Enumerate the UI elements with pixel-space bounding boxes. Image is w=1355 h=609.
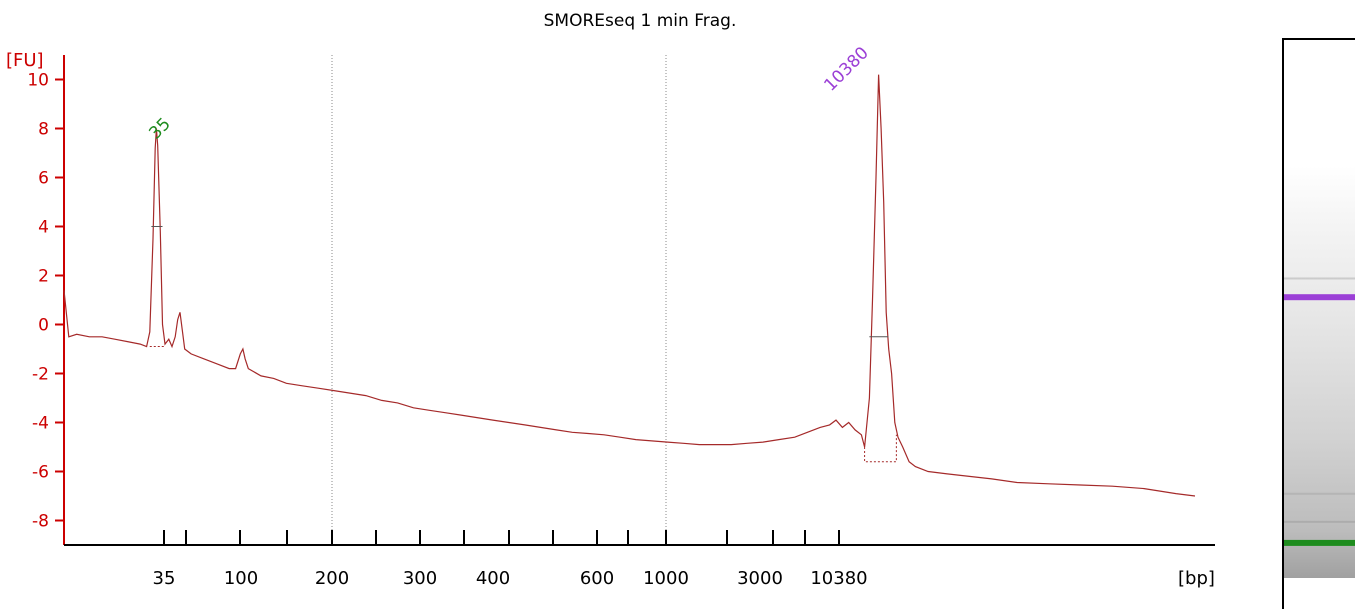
x-tick-label: 3000 bbox=[737, 568, 783, 589]
series-layer bbox=[63, 74, 1196, 497]
x-tick-label: 10380 bbox=[810, 568, 867, 589]
y-tick-label: 2 bbox=[38, 267, 49, 287]
y-tick-label: -4 bbox=[32, 414, 49, 434]
x-tick-label: 600 bbox=[580, 568, 614, 589]
y-tick-label: -2 bbox=[32, 365, 49, 385]
chart-title: SMOREseq 1 min Frag. bbox=[544, 11, 737, 31]
gel-band bbox=[1284, 539, 1355, 546]
gel-lane-frame bbox=[1282, 38, 1355, 609]
gel-lane-background bbox=[1284, 110, 1355, 578]
peak-label: 35 bbox=[145, 114, 174, 143]
grid-lines bbox=[331, 55, 667, 545]
y-tick-label: 10 bbox=[27, 71, 49, 91]
peak-label: 10380 bbox=[820, 43, 872, 95]
y-tick-label: -8 bbox=[32, 512, 49, 532]
y-tick-label: -6 bbox=[32, 463, 49, 483]
peak-markers: 35 10380 bbox=[145, 43, 897, 463]
x-ticks: 35 100 200 300 400 600 1000 3000 10380 bbox=[153, 530, 868, 589]
gel-faint-band bbox=[1284, 492, 1355, 495]
y-tick-label: 8 bbox=[38, 120, 49, 140]
gel-faint-band bbox=[1284, 277, 1355, 280]
x-tick-label: 100 bbox=[224, 568, 258, 589]
x-tick-label: 200 bbox=[315, 568, 349, 589]
series-line bbox=[63, 74, 1196, 497]
x-tick-label: 35 bbox=[153, 568, 176, 589]
peak-baseline bbox=[864, 434, 897, 463]
y-ticks: -8 -6 -4 -2 0 2 4 6 8 10 bbox=[27, 71, 64, 532]
y-axis-label: [FU] bbox=[6, 50, 44, 71]
y-tick-label: 0 bbox=[38, 316, 49, 336]
x-tick-label: 1000 bbox=[643, 568, 689, 589]
y-tick-label: 6 bbox=[38, 169, 49, 189]
gel-lane bbox=[1282, 38, 1355, 609]
gel-faint-band bbox=[1284, 520, 1355, 523]
x-tick-label: 400 bbox=[476, 568, 510, 589]
gel-band bbox=[1284, 294, 1355, 301]
x-tick-label: 300 bbox=[403, 568, 437, 589]
y-tick-label: 4 bbox=[38, 218, 49, 238]
x-axis-label: [bp] bbox=[1178, 568, 1215, 589]
